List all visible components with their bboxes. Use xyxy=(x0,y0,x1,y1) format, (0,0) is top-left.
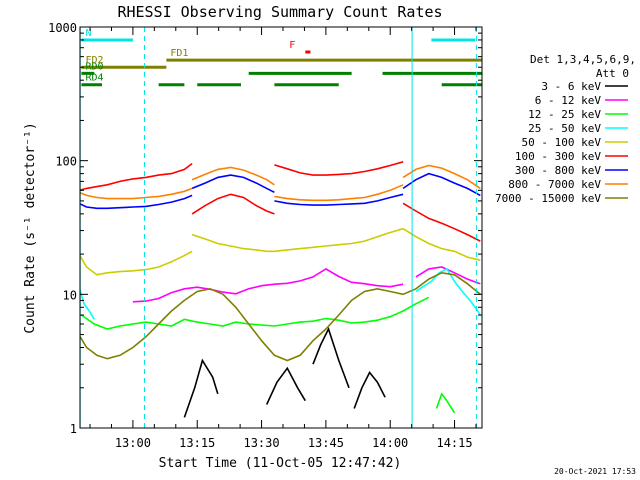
chart-title: RHESSI Observing Summary Count Rates xyxy=(117,3,442,21)
series-25-50-kev-segment-0 xyxy=(80,287,95,320)
legend-label-7000-15000-kev: 7000 - 15000 keV xyxy=(495,192,601,205)
series-3-6-kev-segment-0 xyxy=(183,358,219,418)
series-100-300-kev-segment-1 xyxy=(191,193,275,215)
state-label-fd2: FD2 xyxy=(85,55,103,66)
plot-frame xyxy=(79,26,483,429)
legend-label-12-25-kev: 12 - 25 keV xyxy=(528,108,601,121)
series-6-12-kev-segment-0 xyxy=(132,267,404,303)
legend-header-line1: Det 1,3,4,5,6,9, xyxy=(530,53,636,66)
legend-label-100-300-kev: 100 - 300 keV xyxy=(515,150,601,163)
state-label-fd1: FD1 xyxy=(170,48,188,59)
legend-label-300-800-kev: 300 - 800 keV xyxy=(515,164,601,177)
y-tick-label: 1000 xyxy=(48,21,77,35)
series-50-100-kev-segment-3 xyxy=(402,228,481,261)
series-100-300-kev-segment-3 xyxy=(402,202,481,242)
series-50-100-kev-segment-2 xyxy=(274,227,404,253)
x-tick-label: 14:15 xyxy=(436,436,472,450)
state-label-f: F xyxy=(289,40,295,51)
legend-label-800-7000-kev: 800 - 7000 keV xyxy=(508,178,601,191)
series-100-300-kev-segment-0 xyxy=(80,162,193,191)
series-800-7000-kev-segment-1 xyxy=(191,166,275,186)
state-label-rd0: RD0 xyxy=(85,61,103,72)
state-label-rd4: RD4 xyxy=(85,73,103,84)
legend-label-6-12-kev: 6 - 12 keV xyxy=(535,94,602,107)
series-3-6-kev-segment-2 xyxy=(312,326,350,389)
legend-label-50-100-kev: 50 - 100 keV xyxy=(522,136,602,149)
series-300-800-kev-segment-2 xyxy=(274,193,404,206)
series-3-6-kev-segment-1 xyxy=(265,366,306,405)
x-tick-label: 13:45 xyxy=(308,436,344,450)
y-tick-label: 1 xyxy=(70,422,77,436)
series-800-7000-kev-segment-0 xyxy=(80,187,193,200)
timestamp: 20-Oct-2021 17:53 xyxy=(554,467,636,476)
series-300-800-kev-segment-1 xyxy=(191,174,275,194)
legend-label-3-6-kev: 3 - 6 keV xyxy=(541,80,601,93)
series-12-25-kev-segment-1 xyxy=(435,392,456,414)
legend-header-line2: Att 0 xyxy=(596,67,629,80)
y-axis-label: Count Rate (s⁻¹ detector⁻¹) xyxy=(23,122,38,333)
y-tick-label: 100 xyxy=(55,155,77,169)
y-tick-label: 10 xyxy=(63,288,77,302)
series-300-800-kev-segment-3 xyxy=(402,172,481,197)
x-tick-label: 13:15 xyxy=(179,436,215,450)
series-800-7000-kev-segment-2 xyxy=(274,184,404,202)
series-100-300-kev-segment-2 xyxy=(274,161,404,176)
x-axis-label: Start Time (11-Oct-05 12:47:42) xyxy=(159,456,402,471)
series-7000-15000-kev-segment-0 xyxy=(80,271,481,362)
series-50-100-kev-segment-0 xyxy=(80,250,193,276)
series-50-100-kev-segment-1 xyxy=(191,233,275,253)
legend-label-25-50-kev: 25 - 50 keV xyxy=(528,122,601,135)
series-12-25-kev-segment-0 xyxy=(80,296,430,330)
series-800-7000-kev-segment-3 xyxy=(402,164,481,190)
series-300-800-kev-segment-0 xyxy=(80,194,193,210)
series-3-6-kev-segment-3 xyxy=(353,371,386,409)
x-tick-label: 13:00 xyxy=(115,436,151,450)
x-tick-label: 14:00 xyxy=(372,436,408,450)
series-25-50-kev-segment-1 xyxy=(415,267,481,316)
state-label-n: N xyxy=(85,28,91,39)
x-tick-label: 13:30 xyxy=(243,436,279,450)
